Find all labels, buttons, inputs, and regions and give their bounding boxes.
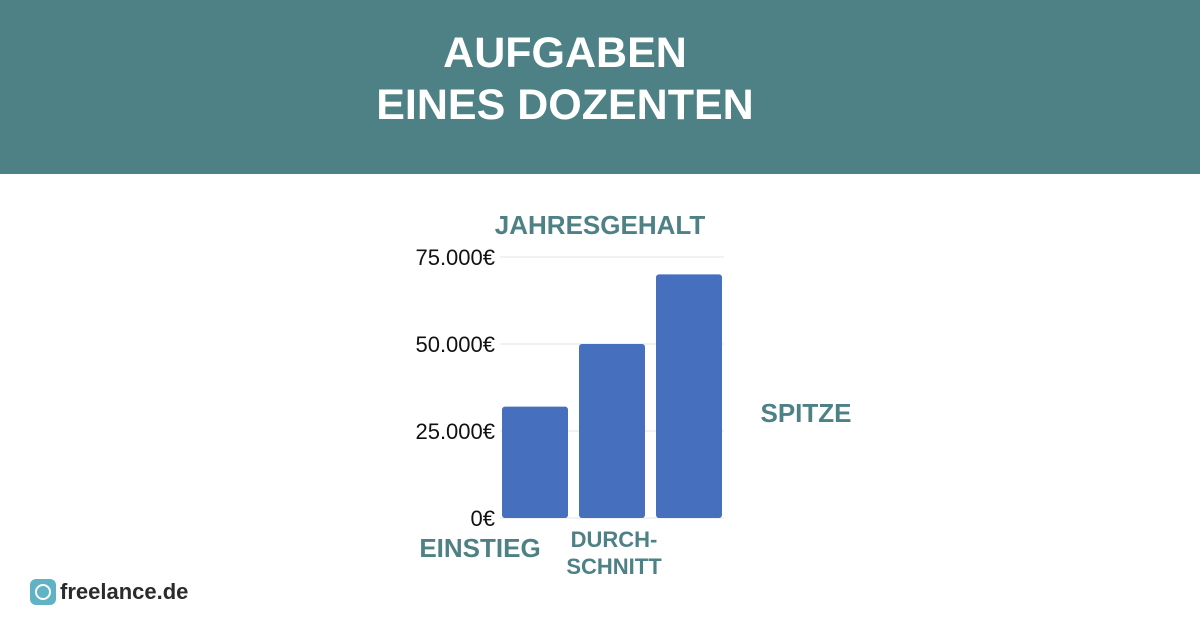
chart-title: JAHRESGEHALT [495,210,706,240]
brand-logo: freelance.de [30,578,188,606]
bar-1 [502,406,568,518]
header-banner: AUFGABEN EINES DOZENTEN [0,0,1200,174]
category-label: DURCH-SCHNITT [566,527,662,579]
brand-name: freelance.de [60,579,189,604]
freelance-logo-icon [30,579,56,605]
y-tick-label: 25.000€ [415,419,495,444]
page-title-line2: EINES DOZENTEN [376,81,754,129]
bar-3 [656,274,722,518]
y-tick-label: 0€ [471,506,495,531]
bar-2 [579,344,645,518]
y-tick-label: 50.000€ [415,332,495,357]
y-tick-label: 75.000€ [415,245,495,270]
category-label: EINSTIEG [419,533,540,563]
page-title-line1: AUFGABEN [443,29,687,77]
category-label: SPITZE [760,398,851,428]
